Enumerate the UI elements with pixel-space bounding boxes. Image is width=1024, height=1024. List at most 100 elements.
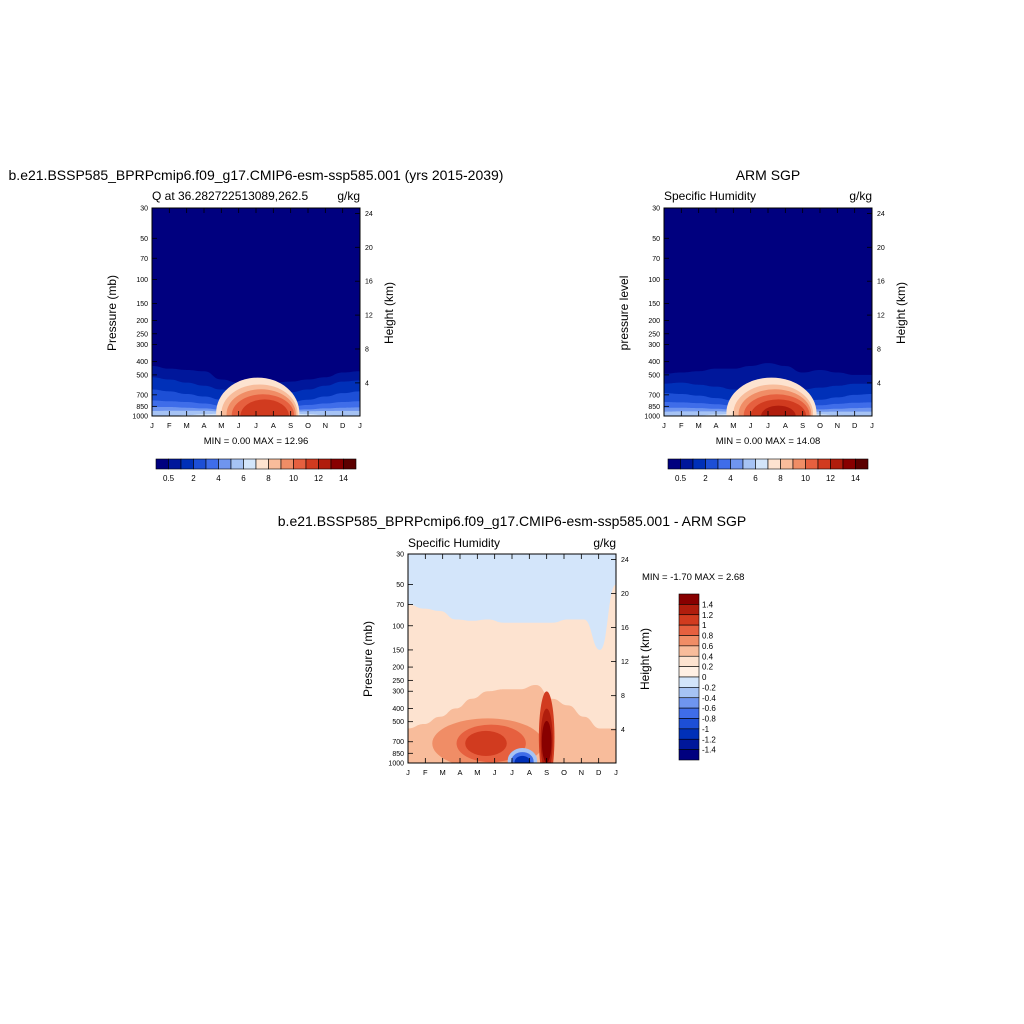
colorbar-box	[268, 458, 282, 470]
left-label: Specific Humidity	[408, 536, 500, 550]
x-tick-label: F	[167, 421, 172, 430]
colorbar-box	[767, 458, 781, 470]
y-tick-label: 150	[392, 647, 404, 654]
y-tick-label: 100	[392, 623, 404, 630]
colorbar-box	[678, 707, 700, 719]
contour-plot: J F M A M J J A S O N D J 30 50 70 100 150 200 250 300 400 500…	[644, 206, 885, 431]
height-tick-label: 12	[365, 313, 373, 320]
x-tick-label: J	[150, 421, 154, 430]
colorbar-box	[318, 458, 332, 470]
colorbar-box	[678, 635, 700, 647]
y-tick-label: 700	[392, 739, 404, 746]
y-tick-label: 500	[648, 372, 660, 379]
y-tick-label: 200	[648, 318, 660, 325]
panel-title: b.e21.BSSP585_BPRPcmip6.f09_g17.CMIP6-es…	[278, 513, 746, 529]
colorbar-box	[842, 458, 856, 470]
panel-model: b.e21.BSSP585_BPRPcmip6.f09_g17.CMIP6-es…	[9, 167, 504, 483]
y-tick-label: 150	[136, 301, 148, 308]
colorbar-box	[155, 458, 169, 470]
x-tick-label: O	[817, 421, 823, 430]
colorbar-box	[330, 458, 344, 470]
x-tick-label: J	[493, 768, 497, 777]
colorbar-box	[830, 458, 844, 470]
x-tick-label: J	[358, 421, 362, 430]
colorbar-box	[692, 458, 706, 470]
colorbar-label: 8	[778, 474, 783, 483]
x-tick-label: J	[237, 421, 241, 430]
y-tick-label: 250	[136, 331, 148, 338]
height-tick-label: 12	[621, 659, 629, 666]
colorbar: 1.41.210.80.60.40.20-0.2-0.4-0.6-0.8-1-1…	[678, 593, 716, 761]
colorbar-box	[678, 624, 700, 636]
y-tick-label: 200	[392, 665, 404, 672]
colorbar-box	[678, 655, 700, 667]
colorbar-box	[678, 738, 700, 750]
colorbar-box	[678, 728, 700, 740]
y-tick-label: 500	[392, 719, 404, 726]
y-tick-label: 200	[136, 318, 148, 325]
colorbar-box	[805, 458, 819, 470]
height-tick-label: 24	[621, 557, 629, 564]
colorbar-box	[168, 458, 182, 470]
height-tick-label: 4	[621, 727, 625, 734]
x-tick-label: J	[662, 421, 666, 430]
colorbar-box	[755, 458, 769, 470]
left-label: Q at 36.282722513089,262.5	[152, 189, 308, 203]
x-tick-label: M	[730, 421, 736, 430]
colorbar-label: 1	[702, 621, 707, 630]
y-axis-right-label: Height (km)	[894, 282, 908, 344]
colorbar-label: 4	[728, 474, 733, 483]
y-tick-label: 70	[396, 602, 404, 609]
x-tick-label: M	[184, 421, 190, 430]
y-axis-label: pressure level	[617, 276, 631, 351]
panel-title: b.e21.BSSP585_BPRPcmip6.f09_g17.CMIP6-es…	[9, 167, 504, 183]
contour-plot: J F M A M J J A S O N D J 30 50 70 100 150 200 250 300 400 500…	[388, 552, 629, 778]
height-tick-label: 12	[877, 313, 885, 320]
colorbar-box	[678, 718, 700, 730]
colorbar-label: -1.2	[702, 735, 716, 744]
height-tick-label: 16	[621, 625, 629, 632]
x-tick-label: D	[596, 768, 602, 777]
y-tick-label: 300	[136, 342, 148, 349]
minmax-label: MIN = 0.00 MAX = 14.08	[716, 436, 821, 447]
x-tick-label: J	[406, 768, 410, 777]
colorbar-label: 0.8	[702, 632, 714, 641]
x-tick-label: D	[340, 421, 346, 430]
colorbar-label: -0.8	[702, 715, 716, 724]
colorbar-box	[180, 458, 194, 470]
colorbar-label: 6	[753, 474, 758, 483]
colorbar-label: 4	[216, 474, 221, 483]
x-tick-label: F	[423, 768, 428, 777]
colorbar-box	[780, 458, 794, 470]
y-tick-label: 300	[392, 689, 404, 696]
colorbar-label: 0	[702, 673, 707, 682]
y-tick-label: 400	[392, 706, 404, 713]
colorbar-label: 0.4	[702, 652, 714, 661]
y-axis-label: Pressure (mb)	[105, 275, 119, 351]
height-tick-label: 16	[877, 279, 885, 286]
colorbar-label: 14	[339, 474, 348, 483]
y-tick-label: 400	[136, 359, 148, 366]
y-tick-label: 500	[136, 372, 148, 379]
y-tick-label: 100	[136, 277, 148, 284]
units-label: g/kg	[849, 189, 872, 203]
height-tick-label: 24	[365, 211, 373, 218]
colorbar-box	[717, 458, 731, 470]
left-label: Specific Humidity	[664, 189, 756, 203]
colorbar: 0.5 2 4 6 8 10 12 14	[155, 458, 357, 483]
x-tick-label: J	[510, 768, 514, 777]
x-tick-label: N	[835, 421, 840, 430]
contour-plot: J F M A M J J A S O N D J 30 50 70 100 150 200 250 300 400 500…	[132, 206, 373, 431]
colorbar-box	[343, 458, 357, 470]
y-tick-label: 250	[392, 678, 404, 685]
colorbar-label: 0.2	[702, 663, 714, 672]
y-tick-label: 400	[648, 359, 660, 366]
height-tick-label: 24	[877, 211, 885, 218]
colorbar-box	[678, 666, 700, 678]
x-tick-label: O	[305, 421, 311, 430]
minmax-label: MIN = 0.00 MAX = 12.96	[204, 436, 309, 447]
colorbar-label: 0.5	[163, 474, 175, 483]
colorbar-box	[817, 458, 831, 470]
x-tick-label: J	[870, 421, 874, 430]
